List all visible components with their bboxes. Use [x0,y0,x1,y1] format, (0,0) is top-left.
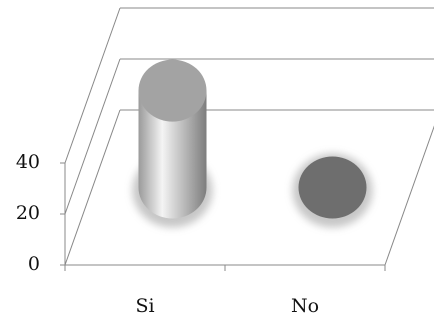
grid-line [64,58,121,215]
x-tick-label: Si [135,295,154,317]
y-tick-label: 40 [16,151,40,173]
cylinder [292,153,373,228]
cylinder-top [298,156,367,219]
x-tick-label: No [291,295,319,317]
grid-line [64,109,121,266]
y-tick-label: 20 [16,202,40,224]
y-tick-label: 0 [28,253,40,275]
cylinder [132,59,213,228]
cylinder-top [138,59,207,122]
cylinder-body [138,90,207,219]
floor-edge [384,125,434,266]
grid-line [64,7,121,164]
